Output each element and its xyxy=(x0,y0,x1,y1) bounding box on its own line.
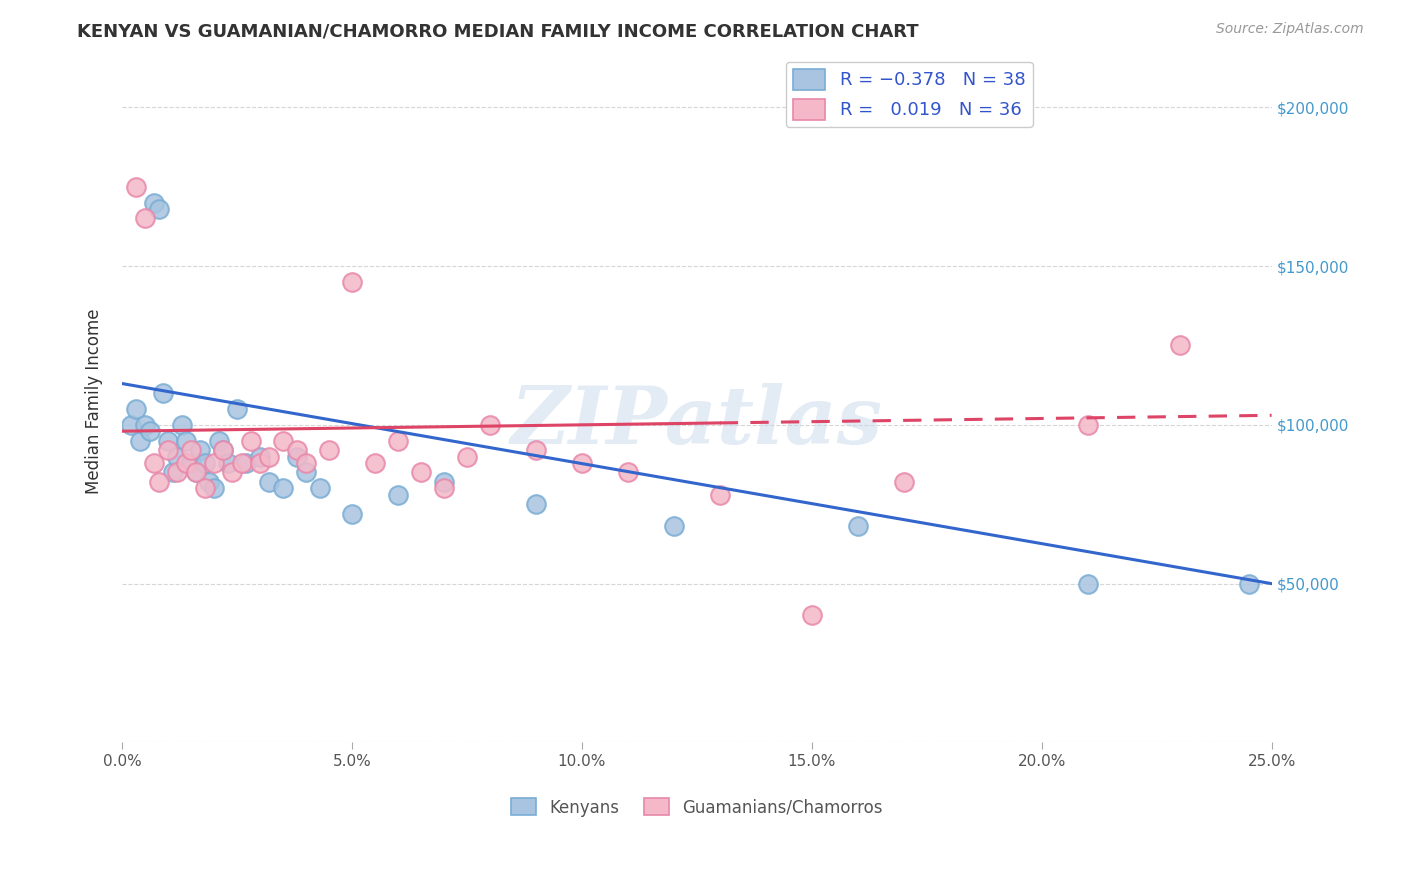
Point xyxy=(188,443,211,458)
Point xyxy=(212,443,235,458)
Point xyxy=(893,475,915,489)
Point xyxy=(478,417,501,432)
Point xyxy=(709,488,731,502)
Point xyxy=(257,475,280,489)
Point xyxy=(285,443,308,458)
Point xyxy=(194,456,217,470)
Point xyxy=(166,466,188,480)
Point xyxy=(176,456,198,470)
Point xyxy=(212,443,235,458)
Point xyxy=(846,519,869,533)
Point xyxy=(134,417,156,432)
Point xyxy=(524,443,547,458)
Point xyxy=(198,475,221,489)
Point xyxy=(364,456,387,470)
Point xyxy=(340,275,363,289)
Point xyxy=(125,401,148,416)
Point xyxy=(295,466,318,480)
Point xyxy=(184,466,207,480)
Point xyxy=(235,456,257,470)
Point xyxy=(120,417,142,432)
Point xyxy=(1168,338,1191,352)
Point xyxy=(207,434,229,448)
Point xyxy=(387,488,409,502)
Text: KENYAN VS GUAMANIAN/CHAMORRO MEDIAN FAMILY INCOME CORRELATION CHART: KENYAN VS GUAMANIAN/CHAMORRO MEDIAN FAMI… xyxy=(77,22,920,40)
Point xyxy=(180,443,202,458)
Point xyxy=(157,443,180,458)
Point xyxy=(148,475,170,489)
Point xyxy=(308,481,330,495)
Text: Source: ZipAtlas.com: Source: ZipAtlas.com xyxy=(1216,22,1364,37)
Point xyxy=(340,507,363,521)
Point xyxy=(129,434,152,448)
Point xyxy=(226,401,249,416)
Point xyxy=(221,466,243,480)
Point xyxy=(271,434,294,448)
Point xyxy=(239,434,262,448)
Point xyxy=(456,450,478,464)
Point xyxy=(387,434,409,448)
Point xyxy=(295,456,318,470)
Point xyxy=(148,202,170,216)
Point xyxy=(134,211,156,226)
Point xyxy=(800,608,823,623)
Point xyxy=(166,450,188,464)
Point xyxy=(433,475,456,489)
Point xyxy=(271,481,294,495)
Point xyxy=(202,481,225,495)
Point xyxy=(409,466,432,480)
Point xyxy=(285,450,308,464)
Point xyxy=(170,417,193,432)
Text: ZIPatlas: ZIPatlas xyxy=(510,383,883,460)
Point xyxy=(249,450,271,464)
Point xyxy=(138,424,160,438)
Y-axis label: Median Family Income: Median Family Income xyxy=(86,309,103,494)
Point xyxy=(184,466,207,480)
Point xyxy=(162,466,184,480)
Point xyxy=(157,434,180,448)
Point xyxy=(143,456,166,470)
Point xyxy=(143,195,166,210)
Point xyxy=(662,519,685,533)
Point xyxy=(231,456,253,470)
Point xyxy=(571,456,593,470)
Legend: Kenyans, Guamanians/Chamorros: Kenyans, Guamanians/Chamorros xyxy=(505,792,890,823)
Point xyxy=(176,434,198,448)
Point xyxy=(180,456,202,470)
Point xyxy=(1237,576,1260,591)
Point xyxy=(217,456,239,470)
Point xyxy=(202,456,225,470)
Point xyxy=(1077,417,1099,432)
Point xyxy=(1077,576,1099,591)
Point xyxy=(125,179,148,194)
Point xyxy=(194,481,217,495)
Point xyxy=(617,466,640,480)
Point xyxy=(257,450,280,464)
Point xyxy=(524,497,547,511)
Point xyxy=(152,386,174,401)
Point xyxy=(249,456,271,470)
Point xyxy=(433,481,456,495)
Point xyxy=(318,443,340,458)
